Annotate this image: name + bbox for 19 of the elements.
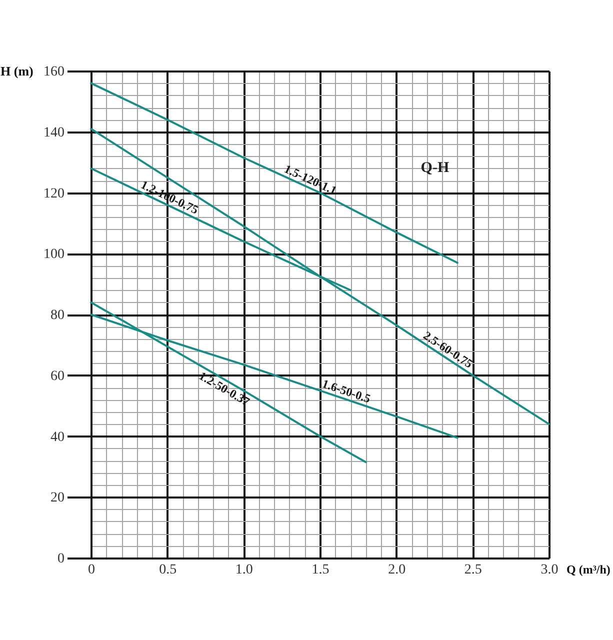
y-axis-title: H (m) [0, 64, 34, 78]
y-tick-label: 60 [50, 368, 64, 384]
x-tick-label: 3.0 [540, 562, 558, 578]
y-tick-label: 20 [50, 490, 64, 506]
x-tick-label: 1.0 [235, 562, 253, 578]
y-tick-label: 120 [44, 186, 64, 202]
y-tick-label: 40 [50, 430, 64, 445]
y-tick-label: 0 [58, 552, 64, 566]
y-tick-label: 100 [44, 247, 64, 262]
x-tick-label: 0 [88, 562, 95, 578]
text: Q-H [420, 160, 450, 176]
x-axis-title: Q (m³/h) [566, 562, 610, 576]
y-tick-label: 160 [44, 64, 64, 80]
x-tick-label: 1.5 [312, 562, 330, 578]
y-tick-label: 80 [50, 308, 64, 323]
y-tick-label: 140 [44, 125, 64, 140]
x-tick-label: 2.5 [464, 562, 482, 578]
x-tick-label: 2.0 [388, 562, 406, 578]
x-tick-label: 0.5 [159, 562, 177, 578]
